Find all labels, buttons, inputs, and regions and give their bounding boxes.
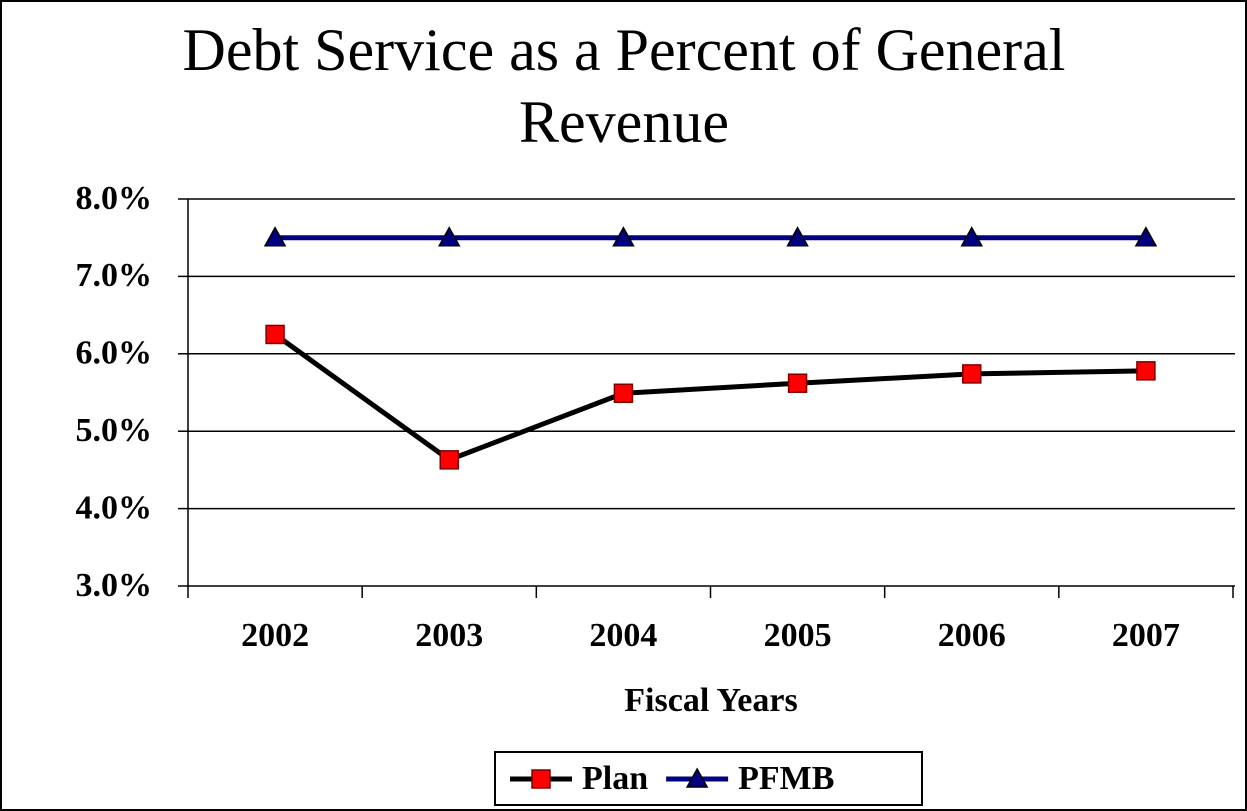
y-tick-label: 5.0% (76, 412, 153, 449)
legend-label: Plan (582, 760, 648, 797)
series-line (273, 332, 1146, 463)
x-axis-title: Fiscal Years (624, 682, 797, 719)
marker (531, 769, 551, 789)
marker (786, 226, 809, 247)
x-tick-label: 2002 (241, 617, 309, 654)
chart-title: Debt Service as a Percent of General Rev… (182, 17, 1066, 155)
x-tick-label: 2005 (764, 617, 832, 654)
y-tick-label: 8.0% (76, 180, 153, 217)
y-tick-label: 3.0% (76, 567, 153, 604)
y-tick-label: 7.0% (76, 257, 153, 294)
marker (685, 767, 709, 788)
x-tick-label: 2003 (415, 617, 483, 654)
marker (960, 226, 984, 247)
legend-label: PFMB (738, 760, 834, 797)
y-tick-label: 6.0% (76, 335, 153, 372)
marker (1134, 226, 1158, 247)
x-tick-label: 2006 (938, 617, 1006, 654)
marker (787, 373, 808, 393)
marker (437, 226, 461, 247)
x-tick-label: 2007 (1112, 617, 1180, 654)
y-tick-label: 4.0% (76, 489, 153, 526)
marker (1136, 361, 1156, 381)
x-tick-label: 2004 (589, 617, 657, 654)
marker (439, 450, 459, 470)
marker (962, 364, 982, 384)
marker (612, 226, 635, 247)
marker (265, 324, 285, 345)
marker (263, 226, 287, 247)
marker (613, 383, 634, 404)
